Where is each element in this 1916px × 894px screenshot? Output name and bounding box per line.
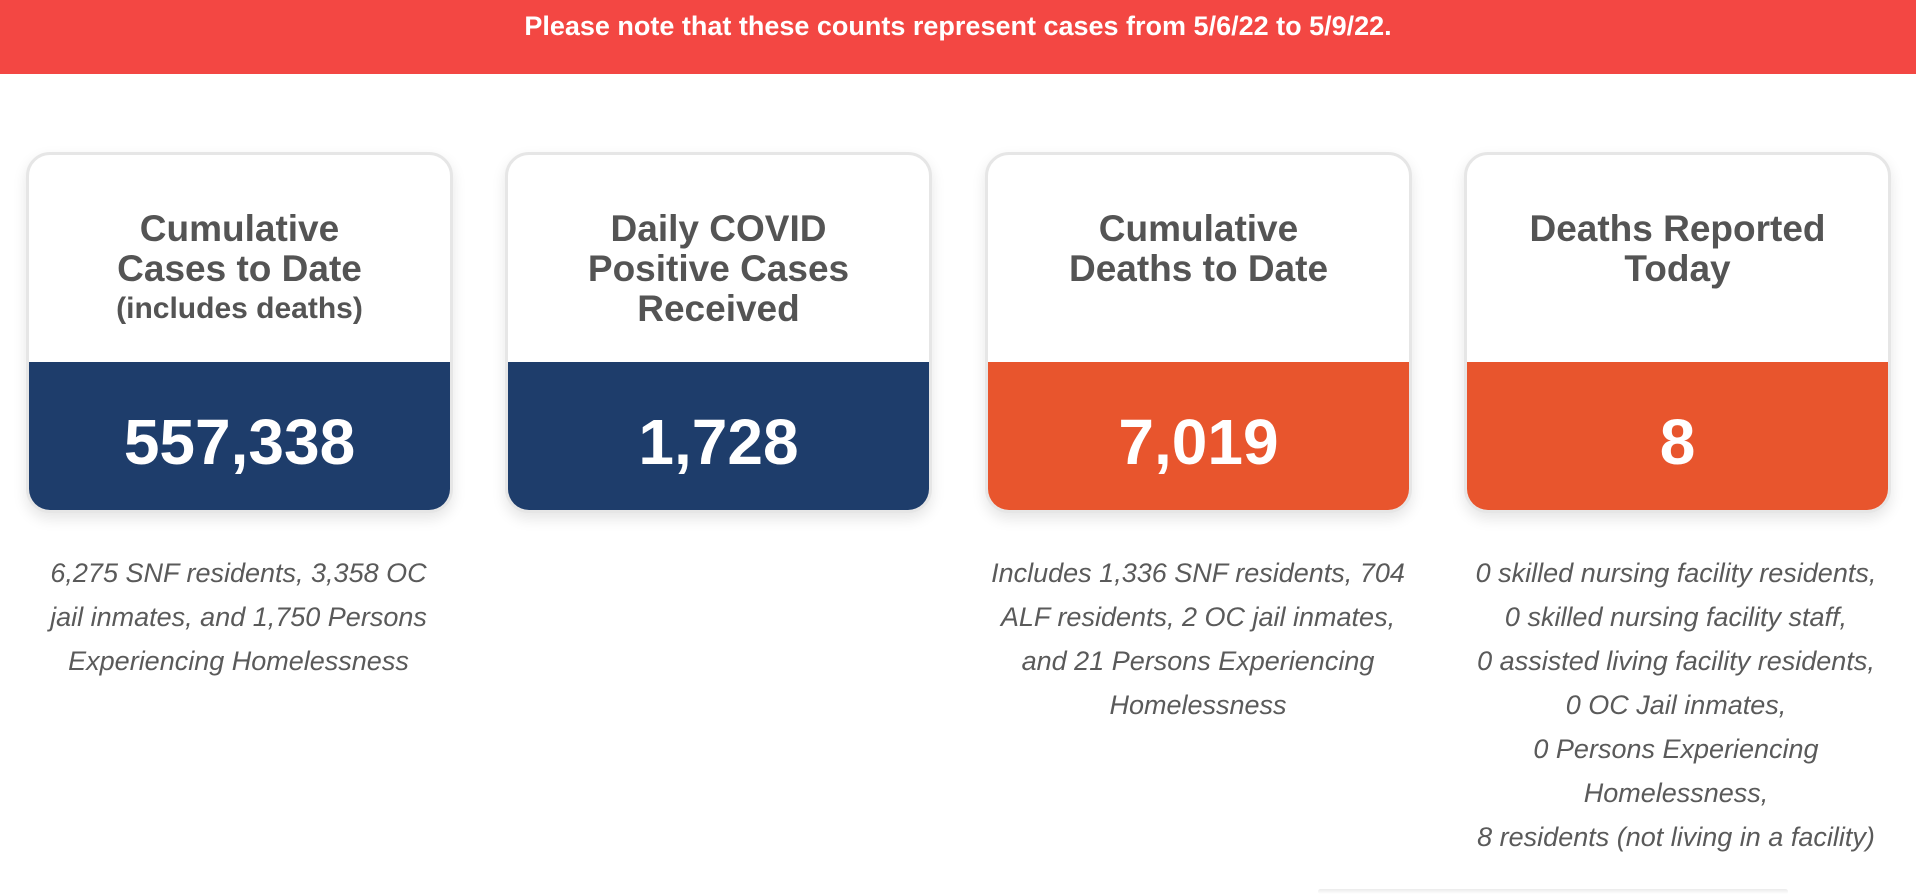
card-title-line: Positive Cases [587,248,850,289]
card-cumulative-cases: Cumulative Cases to Date (includes death… [26,152,453,513]
card-title-line: Cumulative [139,208,340,249]
card-title-line: Today [1624,248,1731,289]
card-subtitle: (includes deaths) [116,292,363,325]
note-line: and 21 Persons Experiencing [1021,646,1375,676]
card-title-line: Daily COVID [610,208,827,249]
bottom-shadow-divider [1318,889,1788,894]
card-title-line: Cases to Date [117,248,362,289]
card-title-line: Deaths to Date [1068,248,1329,289]
card-title-line: Received [637,288,800,329]
card-value-cumulative-deaths: 7,019 [988,362,1409,510]
card-daily-positive-cases: Daily COVID Positive Cases Received 1,72… [505,152,932,513]
note-line: 8 residents (not living in a facility) [1477,822,1875,852]
note-line: jail inmates, and 1,750 Persons [50,602,427,632]
card-value-cumulative-cases: 557,338 [29,362,450,510]
note-line: 0 assisted living facility residents, [1477,646,1875,676]
card-cumulative-deaths: Cumulative Deaths to Date 7,019 [985,152,1412,513]
note-line: ALF residents, 2 OC jail inmates, [1000,602,1396,632]
note-cumulative-cases: 6,275 SNF residents, 3,358 OC jail inmat… [10,551,467,683]
card-title: Daily COVID Positive Cases Received [508,209,929,329]
card-title: Cumulative Deaths to Date [988,209,1409,289]
card-value-daily-positive-cases: 1,728 [508,362,929,510]
note-line: Homelessness [1109,690,1287,720]
note-line: 0 skilled nursing facility residents, [1475,558,1877,588]
note-line: 0 OC Jail inmates, [1565,690,1787,720]
date-range-banner: Please note that these counts represent … [0,0,1916,74]
note-deaths-reported-today: 0 skilled nursing facility residents, 0 … [1436,551,1916,859]
card-title: Deaths Reported Today [1467,209,1888,289]
card-deaths-reported-today: Deaths Reported Today 8 [1464,152,1891,513]
note-line: 6,275 SNF residents, 3,358 OC [50,558,427,588]
note-line: 0 skilled nursing facility staff, [1504,602,1848,632]
card-title: Cumulative Cases to Date (includes death… [29,209,450,329]
banner-text: Please note that these counts represent … [524,11,1392,41]
card-title-line: Cumulative [1098,208,1299,249]
note-cumulative-deaths: Includes 1,336 SNF residents, 704 ALF re… [958,551,1438,727]
note-line: Includes 1,336 SNF residents, 704 [991,558,1405,588]
note-line: 0 Persons Experiencing [1533,734,1819,764]
note-line: Homelessness, [1583,778,1769,808]
card-title-line: Deaths Reported [1529,208,1826,249]
note-line: Experiencing Homelessness [68,646,409,676]
card-value-deaths-reported-today: 8 [1467,362,1888,510]
